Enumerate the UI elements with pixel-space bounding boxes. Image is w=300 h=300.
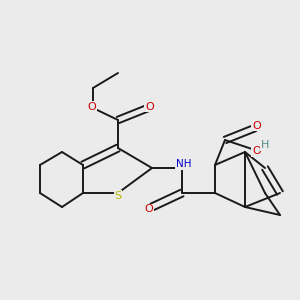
Text: O: O bbox=[145, 204, 153, 214]
Text: O: O bbox=[87, 101, 96, 112]
Text: O: O bbox=[252, 121, 261, 130]
Text: O: O bbox=[145, 101, 154, 112]
Text: S: S bbox=[114, 191, 122, 201]
Text: NH: NH bbox=[176, 159, 191, 170]
Text: H: H bbox=[260, 140, 269, 151]
Text: O: O bbox=[252, 146, 261, 157]
